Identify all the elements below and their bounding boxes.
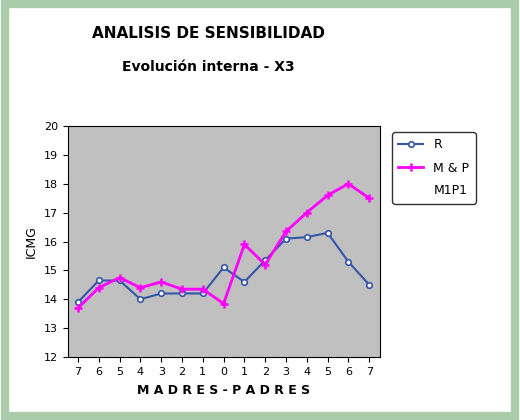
R [220,265,227,270]
R [200,291,206,296]
R [262,258,268,263]
R [158,291,164,296]
M & P [241,242,248,247]
M & P [158,279,164,284]
R [179,291,185,296]
M & P [96,285,102,290]
R [345,259,352,264]
R [137,297,144,302]
R [366,282,372,287]
M & P [366,196,372,201]
R [116,278,123,283]
Legend: R, M & P, M1P1: R, M & P, M1P1 [392,132,476,204]
M & P [304,210,310,215]
R [75,299,81,304]
M & P [179,286,185,291]
R [283,236,289,241]
M & P [75,305,81,310]
M & P [137,285,144,290]
M & P [220,301,227,306]
Text: Evolución interna - X3: Evolución interna - X3 [122,60,294,74]
M & P [283,229,289,234]
R [96,278,102,283]
R [241,279,248,284]
X-axis label: M A D R E S - P A D R E S: M A D R E S - P A D R E S [137,383,310,396]
M & P [262,262,268,267]
M & P [324,193,331,198]
Line: M & P: M & P [74,180,373,312]
Y-axis label: ICMG: ICMG [25,225,38,258]
R [304,235,310,240]
M & P [116,275,123,280]
Text: ANALISIS DE SENSIBILIDAD: ANALISIS DE SENSIBILIDAD [92,26,324,41]
M & P [200,286,206,291]
Line: R: R [75,230,372,305]
M & P [345,181,352,186]
R [324,230,331,235]
